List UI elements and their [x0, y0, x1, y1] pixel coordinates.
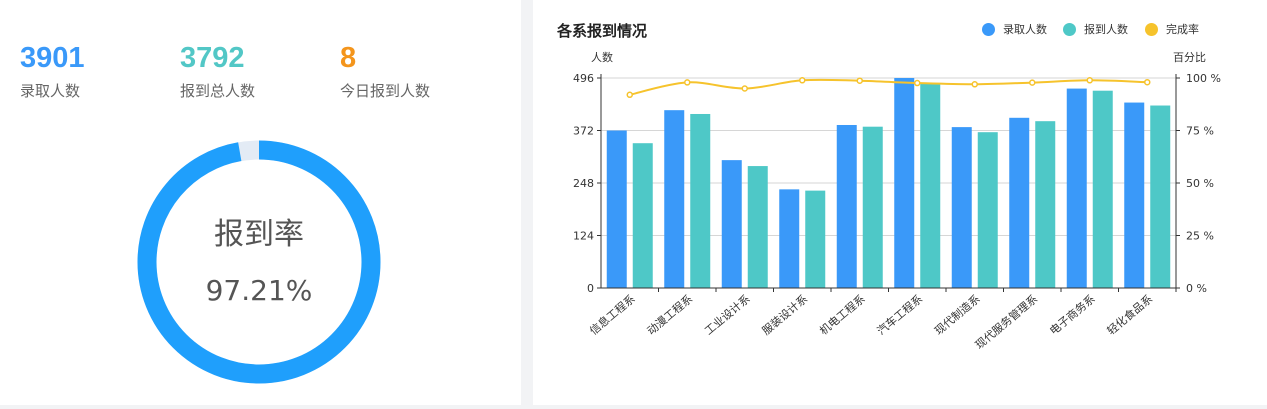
- bar-registered[interactable]: [632, 143, 653, 288]
- today-count: 8: [340, 42, 357, 74]
- legend-label-rate: 完成率: [1166, 23, 1199, 36]
- rate-point[interactable]: [684, 79, 691, 86]
- legend-dot-icon: [982, 22, 995, 36]
- y2-axis-title: 百分比: [1173, 51, 1206, 64]
- x-tick-label: 信息工程系: [587, 292, 638, 338]
- bar-admitted[interactable]: [721, 160, 742, 288]
- bar-admitted[interactable]: [1124, 102, 1145, 288]
- rate-point[interactable]: [856, 77, 863, 84]
- chart-title: 各系报到情况: [557, 22, 648, 40]
- admitted-stat: 3901 录取人数: [20, 38, 85, 101]
- legend-dot-icon: [1063, 22, 1076, 36]
- x-tick-label: 服装设计系: [760, 292, 810, 337]
- registration-rate-donut: 报到率 97.21%: [137, 140, 381, 384]
- registered-count: 3792: [180, 42, 245, 74]
- summary-panel: 3901 录取人数 3792 报到总人数 8 今日报到人数 报到率 97.21%: [0, 0, 521, 405]
- rate-line: [629, 78, 1148, 96]
- bar-admitted[interactable]: [606, 130, 627, 289]
- today-stat: 8 今日报到人数: [340, 38, 430, 101]
- rate-point[interactable]: [626, 91, 633, 99]
- bar-admitted[interactable]: [779, 189, 800, 288]
- y2-tick-label: 25 %: [1186, 230, 1214, 243]
- bar-admitted[interactable]: [1066, 88, 1087, 288]
- y-tick-label: 124: [573, 230, 594, 243]
- admitted-label: 录取人数: [20, 82, 81, 100]
- bar-admitted[interactable]: [664, 110, 685, 288]
- y-tick-label: 0: [587, 282, 594, 295]
- department-chart-panel: 各系报到情况 录取人数 报到人数 完成率 人数 百分比 0 124 248 372 49…: [533, 0, 1267, 405]
- rate-point[interactable]: [741, 85, 748, 92]
- y-tick-label: 248: [573, 177, 594, 190]
- rate-point[interactable]: [1144, 78, 1151, 86]
- y2-tick-label: 100 %: [1186, 72, 1221, 85]
- rate-point[interactable]: [1086, 77, 1093, 84]
- x-tick-label: 机电工程系: [817, 292, 868, 338]
- bar-registered[interactable]: [1150, 105, 1171, 288]
- x-tick-label: 电子商务系: [1047, 292, 1098, 338]
- rate-point[interactable]: [914, 79, 921, 87]
- bar-registered[interactable]: [805, 190, 826, 288]
- today-label: 今日报到人数: [340, 82, 431, 100]
- x-tick-label: 汽车工程系: [874, 292, 925, 338]
- legend-label-registered: 报到人数: [1084, 23, 1128, 36]
- bar-registered[interactable]: [920, 83, 941, 288]
- y-tick-label: 496: [573, 72, 594, 85]
- y-tick-label: 372: [573, 125, 594, 138]
- rate-point[interactable]: [799, 77, 806, 84]
- x-tick-label: 现代制造系: [932, 292, 983, 338]
- bar-admitted[interactable]: [1009, 117, 1030, 288]
- bar-admitted[interactable]: [894, 78, 915, 288]
- bar-admitted[interactable]: [951, 127, 972, 288]
- legend-item-registered[interactable]: 报到人数: [1063, 21, 1128, 37]
- rate-point[interactable]: [971, 81, 978, 88]
- admitted-count: 3901: [20, 42, 85, 74]
- donut-title: 报到率: [214, 217, 304, 252]
- registered-label: 报到总人数: [180, 82, 256, 100]
- bar-admitted[interactable]: [836, 124, 857, 288]
- bar-registered[interactable]: [977, 132, 998, 288]
- legend-item-rate[interactable]: 完成率: [1145, 21, 1199, 37]
- x-tick-label: 工业设计系: [702, 292, 752, 337]
- x-tick-label: 动漫工程系: [644, 292, 695, 338]
- y2-tick-label: 50 %: [1186, 177, 1214, 190]
- bar-registered[interactable]: [1035, 121, 1056, 288]
- registered-stat: 3792 报到总人数: [180, 38, 255, 101]
- donut-value: 97.21%: [206, 274, 313, 307]
- legend-dot-icon: [1145, 22, 1158, 36]
- bar-registered[interactable]: [690, 113, 711, 288]
- legend-item-admitted[interactable]: 录取人数: [982, 21, 1047, 37]
- bar-registered[interactable]: [1092, 90, 1113, 288]
- legend-label-admitted: 录取人数: [1003, 23, 1047, 36]
- y-axis-title: 人数: [591, 51, 613, 64]
- bar-registered[interactable]: [862, 126, 883, 288]
- donut-progress-arc: [137, 140, 381, 384]
- department-bar-chart: 人数 百分比 0 124 248 372 496 0 % 25 % 50 % 75 % 100 %…: [573, 51, 1221, 352]
- rate-point[interactable]: [1029, 79, 1036, 86]
- x-tick-label: 现代服务管理系: [972, 292, 1040, 352]
- y2-tick-label: 75 %: [1186, 125, 1214, 138]
- bar-registered[interactable]: [747, 166, 768, 288]
- y2-tick-label: 0 %: [1186, 282, 1207, 295]
- x-tick-label: 轻化食品系: [1104, 292, 1155, 338]
